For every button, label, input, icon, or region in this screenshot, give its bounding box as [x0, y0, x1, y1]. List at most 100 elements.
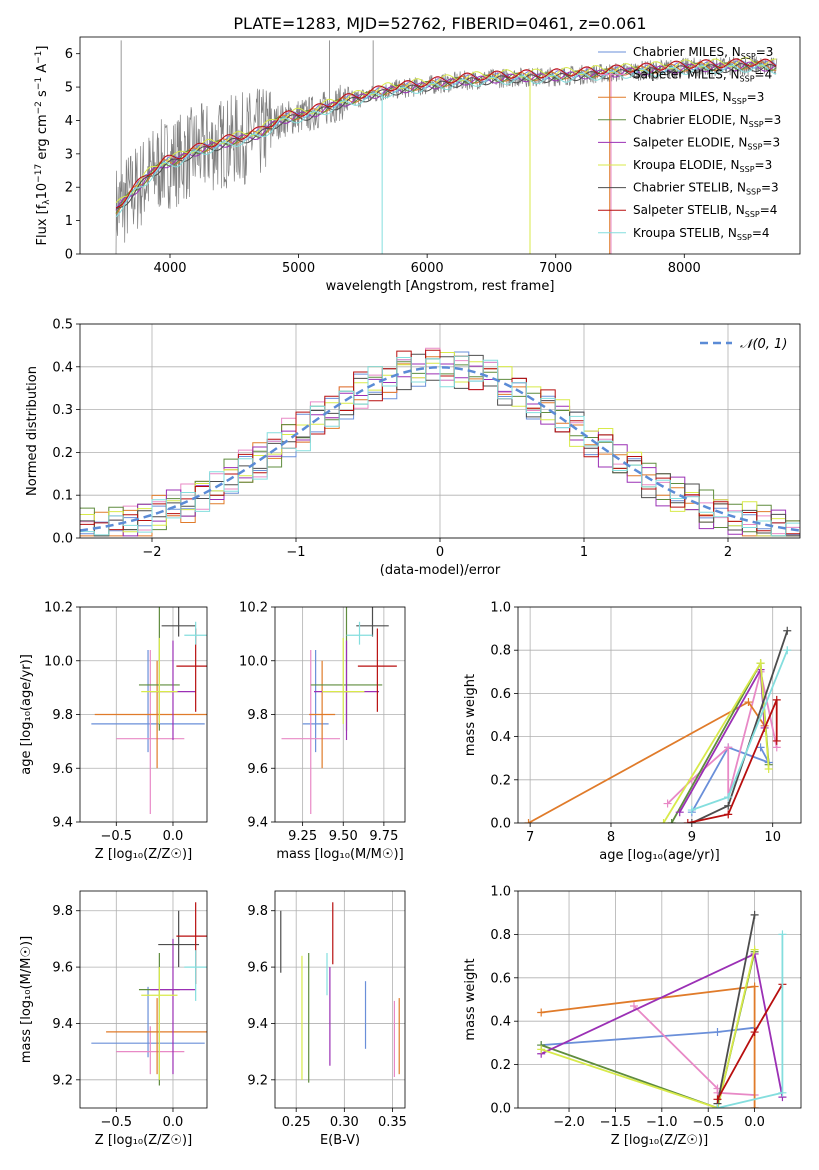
- weight-point-marker: [724, 793, 733, 802]
- x-axis-label: (data-model)/error: [380, 563, 501, 578]
- mass-vs-metallicity-panel: −0.5 0.0 9.2 9.4 9.6 9.8 Z [log₁₀(Z/Z☉)] mass […: [19, 890, 208, 1148]
- weight-point-marker: [750, 910, 759, 919]
- legend-n-value: =4: [752, 226, 770, 240]
- mass-vs-extinction-panel: 0.25 0.30 0.35 9.2 9.4 9.6 9.8 E(B-V): [247, 890, 407, 1148]
- y-axis-label-part: s: [35, 90, 50, 101]
- x-tick-label: 9.50: [329, 829, 358, 844]
- y-axis-label-part: −2: [34, 101, 44, 114]
- legend-entry: Chabrier ELODIE, NSSP=3: [633, 113, 781, 129]
- legend-n-value: =3: [747, 90, 765, 104]
- y-tick-label: 0.2: [52, 446, 73, 461]
- weight-point-marker: [724, 801, 733, 810]
- y-tick-label: 0.2: [490, 1058, 511, 1073]
- legend-entry: Salpeter MILES, NSSP=4: [633, 68, 772, 84]
- errorbar-group: [91, 607, 207, 814]
- y-tick-label: 4: [65, 114, 73, 129]
- y-axis-label-part: Flux [f: [35, 204, 50, 245]
- y-tick-label: 0.4: [490, 730, 511, 745]
- legend-model-name: Kroupa MILES, N: [633, 90, 732, 104]
- weight-point-marker: [778, 930, 787, 939]
- legend-gaussian-label: 𝒩(0, 1): [740, 337, 787, 352]
- weight-point-marker: [783, 626, 792, 635]
- legend-n-value: =4: [755, 68, 773, 82]
- y-tick-label: 1.0: [490, 885, 511, 900]
- legend-entry: Chabrier MILES, NSSP=3: [633, 45, 773, 61]
- legend-n-sub: SSP: [737, 233, 752, 242]
- x-tick-label: 2: [724, 545, 732, 560]
- y-tick-label: 0.0: [52, 532, 73, 547]
- y-tick-label: 9.8: [247, 708, 268, 723]
- legend-model-name: Salpeter STELIB, N: [633, 203, 745, 217]
- gaussian-curve: [80, 366, 800, 532]
- weight-series-line: [716, 983, 784, 1100]
- y-tick-label: 9.6: [247, 961, 268, 976]
- axes-frame: [274, 890, 406, 1109]
- weight-series-line: [691, 746, 771, 813]
- weight-series-line: [678, 666, 766, 813]
- x-tick-label: −0.5: [692, 1115, 724, 1130]
- y-tick-label: 9.4: [52, 816, 73, 831]
- model-spectrum-line: [115, 59, 777, 208]
- x-tick-label: 0: [436, 545, 444, 560]
- legend-model-name: Salpeter MILES, N: [633, 68, 740, 82]
- y-tick-label: 9.4: [52, 1017, 73, 1032]
- x-tick-label: 0.30: [330, 1115, 359, 1130]
- x-tick-label: 9: [688, 830, 696, 845]
- x-tick-label: 5000: [282, 261, 315, 276]
- y-axis-label-part: −17: [34, 164, 44, 183]
- weight-point-marker: [750, 1028, 759, 1037]
- y-tick-label: 9.2: [52, 1073, 73, 1088]
- weight-point-marker: [675, 808, 684, 817]
- y-tick-label: 10.0: [239, 654, 268, 669]
- y-tick-label: 9.4: [247, 816, 268, 831]
- x-tick-label: 1: [580, 545, 588, 560]
- legend-model-name: Chabrier STELIB, N: [633, 181, 746, 195]
- weight-point-marker: [764, 765, 773, 773]
- y-tick-label: 0.1: [52, 489, 73, 504]
- x-tick-label: 9.75: [369, 829, 398, 844]
- y-axis-label-part: A: [35, 64, 50, 77]
- y-axis-label-part: −1: [34, 51, 44, 64]
- legend-model-name: Salpeter ELODIE, N: [633, 135, 747, 149]
- weight-vs-metallicity-panel: −2.0 −1.5 −1.0 −0.5 0.0 0.0 0.2 0.4 0.6 0.8 1.0 Z […: [463, 885, 802, 1148]
- y-tick-label: 9.8: [52, 708, 73, 723]
- model-spectrum-line: [115, 62, 777, 210]
- weight-point-marker: [744, 698, 753, 707]
- figure-title: PLATE=1283, MJD=52762, FIBERID=0461, z=0…: [233, 14, 646, 33]
- x-axis-label: age [log₁₀(age/yr)]: [599, 848, 720, 863]
- x-tick-label: 0.0: [163, 829, 184, 844]
- legend-n-sub: SSP: [740, 165, 755, 174]
- y-tick-label: 0: [65, 248, 73, 263]
- legend-n-sub: SSP: [732, 97, 747, 106]
- weight-point-marker: [659, 819, 668, 823]
- y-tick-label: 1: [65, 214, 73, 229]
- weight-point-marker: [663, 799, 672, 808]
- legend-n-value: =3: [755, 158, 773, 172]
- x-tick-label: 0.0: [744, 1115, 765, 1130]
- y-tick-label: 5: [65, 81, 73, 96]
- legend-entry: Salpeter STELIB, NSSP=4: [633, 203, 777, 219]
- x-axis-label: Z [log₁₀(Z/Z☉)]: [95, 1133, 192, 1148]
- model-spectrum-line: [115, 64, 777, 218]
- y-tick-label: 0.4: [490, 1015, 511, 1030]
- legend-n-sub: SSP: [746, 188, 761, 197]
- axes-frame: [79, 323, 801, 539]
- x-tick-label: −2.0: [553, 1115, 585, 1130]
- y-tick-label: 0.8: [490, 928, 511, 943]
- weight-vs-age-panel: 7 8 9 10 0.0 0.2 0.4 0.6 0.8 1.0 age [log₁₀(age/yr…: [463, 601, 802, 863]
- age-vs-mass-panel: 9.25 9.50 9.75 9.4 9.6 9.8 10.0 10.2 mass [log₁₀…: [239, 601, 406, 862]
- y-tick-label: 0.0: [490, 817, 511, 832]
- y-axis-label-part: ]: [35, 46, 50, 51]
- y-axis-label-part: λ: [42, 199, 52, 205]
- y-axis-label-part: −1: [34, 77, 44, 90]
- x-tick-label: 0.35: [378, 1115, 407, 1130]
- weight-point-marker: [772, 736, 781, 745]
- legend-entry: Kroupa STELIB, NSSP=4: [633, 226, 770, 242]
- weight-point-marker: [713, 1028, 722, 1037]
- y-tick-label: 6: [65, 47, 73, 62]
- y-tick-label: 1.0: [490, 601, 511, 616]
- y-tick-label: 10.2: [239, 601, 268, 616]
- x-tick-label: 8: [607, 830, 615, 845]
- y-axis-label-part: erg cm: [35, 114, 50, 163]
- x-axis-label: wavelength [Angstrom, rest frame]: [326, 279, 555, 294]
